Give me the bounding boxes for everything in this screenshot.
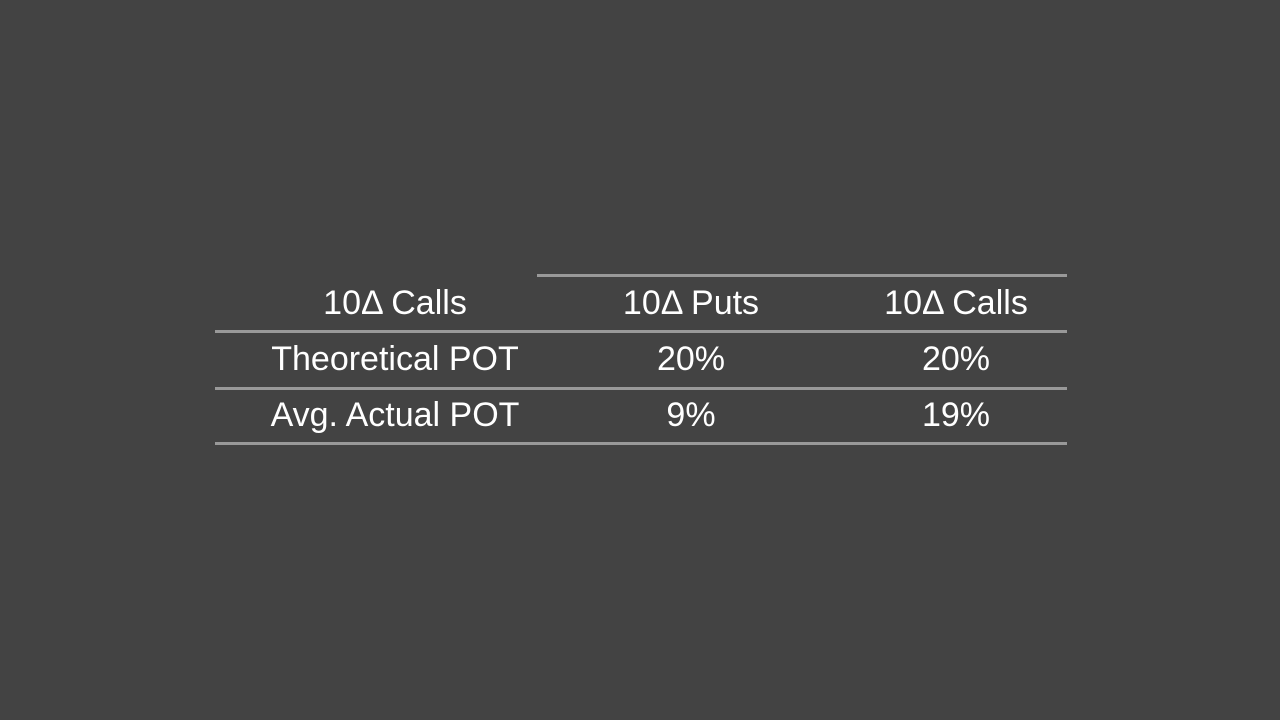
table-header-bottom-border	[215, 330, 1067, 333]
row-label-avg-actual-pot: Avg. Actual POT	[270, 396, 520, 434]
table-bottom-border	[215, 442, 1067, 445]
value-theoretical-puts: 20%	[656, 340, 726, 378]
row-label-theoretical-pot: Theoretical POT	[271, 340, 519, 378]
value-theoretical-calls: 20%	[921, 340, 991, 378]
header-cell-puts: 10Δ Puts	[622, 283, 760, 322]
pot-table: 10Δ Calls 10Δ Puts 10Δ Calls Theoretical…	[215, 274, 1067, 446]
header-cell-calls: 10Δ Calls	[884, 283, 1028, 322]
value-actual-puts: 9%	[666, 396, 716, 434]
header-cell-calls-left: 10Δ Calls	[323, 283, 467, 322]
value-actual-calls: 19%	[921, 396, 991, 434]
table-middle-border	[215, 387, 1067, 390]
table-top-border	[537, 274, 1067, 277]
table-grid: 10Δ Calls 10Δ Puts 10Δ Calls Theoretical…	[215, 275, 1067, 443]
